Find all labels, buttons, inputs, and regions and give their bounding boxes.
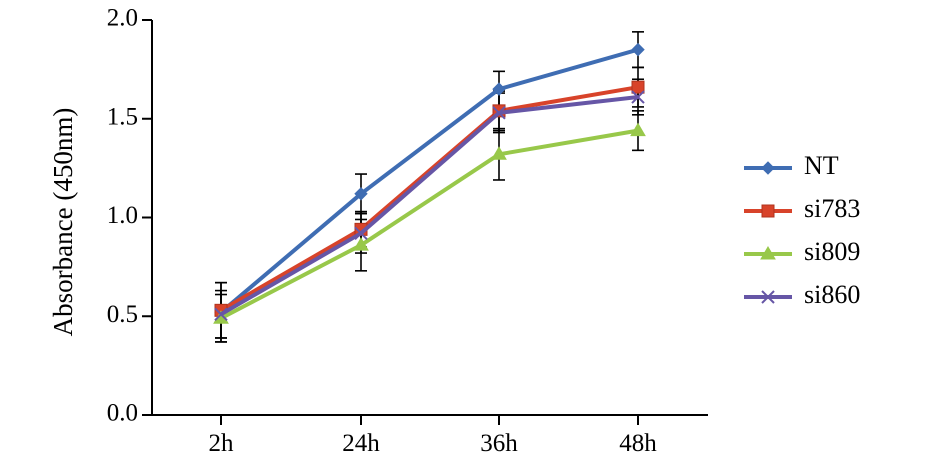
data-point: [353, 237, 369, 251]
error-bars-si783: [215, 66, 644, 339]
data-point: [492, 82, 506, 96]
legend-item: si860: [744, 280, 860, 309]
y-axis-label: Absorbance (450nm): [48, 108, 78, 337]
series-si860: [214, 90, 645, 321]
series-line: [220, 128, 639, 320]
series-line: [219, 47, 639, 314]
y-tick-label: 2.0: [107, 5, 138, 32]
axes: 0.0 0.5 1.0 1.5 2.0 2h 24h 36h 48h: [107, 5, 708, 457]
error-bars-NT: [215, 31, 644, 343]
data-point: [631, 42, 645, 57]
data-point: [631, 80, 645, 94]
y-tick-label: 0.0: [107, 400, 138, 427]
legend-label: si860: [804, 280, 860, 309]
data-point: [214, 307, 228, 321]
data-point-stroke: [354, 226, 368, 241]
legend-marker: [761, 290, 775, 304]
legend-marker: [760, 246, 776, 260]
x-tick-label: 36h: [480, 430, 518, 457]
series-si809: [213, 122, 646, 324]
data-point-stroke: [214, 307, 228, 321]
data-point: [354, 226, 368, 241]
x-tick-label: 48h: [619, 430, 657, 457]
series-layer: [213, 31, 646, 343]
data-point: [491, 146, 507, 160]
series-line: [219, 95, 639, 317]
error-bars-si809: [215, 110, 644, 343]
series-line: [219, 85, 639, 313]
data-point-stroke: [631, 90, 645, 104]
data-point: [354, 187, 368, 201]
legend-label: NT: [804, 151, 839, 180]
legend-marker-stroke: [761, 290, 775, 304]
legend-marker: [761, 204, 775, 218]
y-tick-label: 0.5: [107, 301, 138, 328]
legend-item: si783: [744, 194, 860, 223]
data-point-stroke: [492, 106, 506, 120]
error-bars-si860: [215, 78, 644, 339]
y-tick-label: 1.0: [107, 202, 138, 229]
legend-item: si809: [744, 237, 860, 266]
x-tick-label: 24h: [342, 430, 380, 457]
data-point: [492, 106, 506, 120]
legend-label: si809: [804, 237, 860, 266]
data-point: [630, 122, 646, 137]
legend-marker: [761, 161, 775, 175]
legend-label: si783: [804, 194, 860, 223]
legend: NT si783 si809 si860: [744, 151, 860, 309]
x-tick-label: 2h: [209, 430, 235, 457]
y-tick-label: 1.5: [107, 103, 138, 130]
data-point: [631, 90, 645, 104]
legend-item: NT: [744, 151, 839, 180]
